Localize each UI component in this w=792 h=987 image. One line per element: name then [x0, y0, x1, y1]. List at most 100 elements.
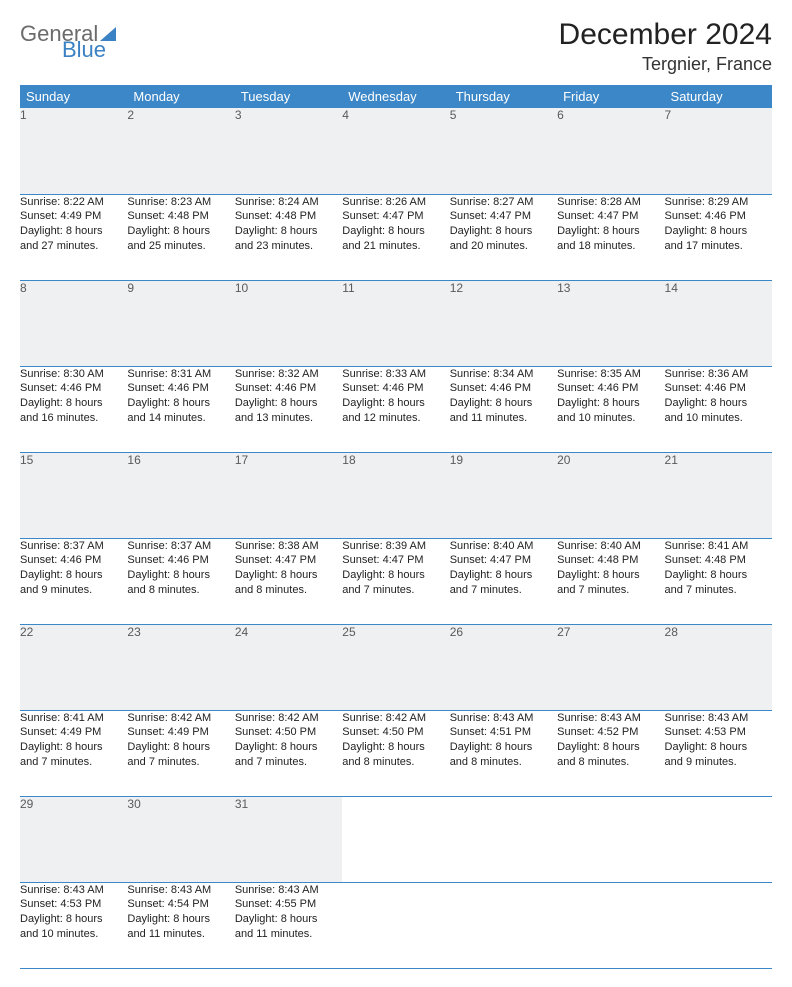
sunset-text: Sunset: 4:48 PM [235, 209, 342, 224]
daylight-text-1: Daylight: 8 hours [127, 396, 234, 411]
day-number: 4 [342, 108, 449, 194]
sunset-text: Sunset: 4:46 PM [20, 381, 127, 396]
sunrise-text: Sunrise: 8:42 AM [235, 711, 342, 726]
sunrise-text: Sunrise: 8:28 AM [557, 195, 664, 210]
day-number: 23 [127, 624, 234, 710]
day-number: 31 [235, 796, 342, 882]
sunrise-text: Sunrise: 8:43 AM [665, 711, 772, 726]
sunrise-text: Sunrise: 8:32 AM [235, 367, 342, 382]
day-cell: Sunrise: 8:22 AMSunset: 4:49 PMDaylight:… [20, 194, 127, 280]
day-number: 2 [127, 108, 234, 194]
sunrise-text: Sunrise: 8:35 AM [557, 367, 664, 382]
day-number: 3 [235, 108, 342, 194]
sunset-text: Sunset: 4:50 PM [342, 725, 449, 740]
day-header: Monday [127, 85, 234, 108]
day-cell [557, 882, 664, 968]
day-cell: Sunrise: 8:43 AMSunset: 4:52 PMDaylight:… [557, 710, 664, 796]
day-header: Wednesday [342, 85, 449, 108]
day-cell: Sunrise: 8:42 AMSunset: 4:49 PMDaylight:… [127, 710, 234, 796]
sunrise-text: Sunrise: 8:37 AM [20, 539, 127, 554]
day-cell: Sunrise: 8:42 AMSunset: 4:50 PMDaylight:… [235, 710, 342, 796]
daylight-text-2: and 23 minutes. [235, 239, 342, 254]
day-number: 30 [127, 796, 234, 882]
daylight-text-1: Daylight: 8 hours [342, 224, 449, 239]
daylight-text-1: Daylight: 8 hours [235, 224, 342, 239]
day-cell: Sunrise: 8:28 AMSunset: 4:47 PMDaylight:… [557, 194, 664, 280]
sunset-text: Sunset: 4:49 PM [127, 725, 234, 740]
title-block: December 2024 Tergnier, France [559, 18, 772, 75]
sunset-text: Sunset: 4:46 PM [127, 553, 234, 568]
daylight-text-2: and 11 minutes. [450, 411, 557, 426]
daylight-text-2: and 10 minutes. [665, 411, 772, 426]
day-number: 17 [235, 452, 342, 538]
daylight-text-2: and 10 minutes. [20, 927, 127, 942]
day-cell: Sunrise: 8:30 AMSunset: 4:46 PMDaylight:… [20, 366, 127, 452]
sunrise-text: Sunrise: 8:22 AM [20, 195, 127, 210]
sunrise-text: Sunrise: 8:23 AM [127, 195, 234, 210]
daylight-text-1: Daylight: 8 hours [450, 396, 557, 411]
daylight-text-1: Daylight: 8 hours [450, 568, 557, 583]
sunrise-text: Sunrise: 8:39 AM [342, 539, 449, 554]
day-cell: Sunrise: 8:37 AMSunset: 4:46 PMDaylight:… [127, 538, 234, 624]
daylight-text-1: Daylight: 8 hours [20, 568, 127, 583]
day-cell: Sunrise: 8:27 AMSunset: 4:47 PMDaylight:… [450, 194, 557, 280]
sunset-text: Sunset: 4:47 PM [557, 209, 664, 224]
day-number: 6 [557, 108, 664, 194]
sunrise-text: Sunrise: 8:27 AM [450, 195, 557, 210]
daylight-text-1: Daylight: 8 hours [127, 568, 234, 583]
day-cell: Sunrise: 8:42 AMSunset: 4:50 PMDaylight:… [342, 710, 449, 796]
day-number-row: 891011121314 [20, 280, 772, 366]
day-cell: Sunrise: 8:41 AMSunset: 4:48 PMDaylight:… [665, 538, 772, 624]
sunset-text: Sunset: 4:47 PM [235, 553, 342, 568]
day-number: 10 [235, 280, 342, 366]
day-header: Sunday [20, 85, 127, 108]
day-cell: Sunrise: 8:43 AMSunset: 4:55 PMDaylight:… [235, 882, 342, 968]
sunrise-text: Sunrise: 8:41 AM [665, 539, 772, 554]
daylight-text-2: and 8 minutes. [235, 583, 342, 598]
daylight-text-1: Daylight: 8 hours [235, 740, 342, 755]
day-body-row: Sunrise: 8:37 AMSunset: 4:46 PMDaylight:… [20, 538, 772, 624]
sunset-text: Sunset: 4:46 PM [665, 381, 772, 396]
day-header: Saturday [665, 85, 772, 108]
daylight-text-2: and 11 minutes. [127, 927, 234, 942]
daylight-text-1: Daylight: 8 hours [342, 396, 449, 411]
day-number: 19 [450, 452, 557, 538]
sunset-text: Sunset: 4:55 PM [235, 897, 342, 912]
month-title: December 2024 [559, 18, 772, 52]
daylight-text-2: and 14 minutes. [127, 411, 234, 426]
day-header: Friday [557, 85, 664, 108]
sunrise-text: Sunrise: 8:43 AM [450, 711, 557, 726]
sunset-text: Sunset: 4:49 PM [20, 209, 127, 224]
daylight-text-1: Daylight: 8 hours [450, 740, 557, 755]
calendar-table: Sunday Monday Tuesday Wednesday Thursday… [20, 85, 772, 969]
daylight-text-2: and 21 minutes. [342, 239, 449, 254]
daylight-text-2: and 9 minutes. [665, 755, 772, 770]
sunset-text: Sunset: 4:46 PM [557, 381, 664, 396]
sunset-text: Sunset: 4:48 PM [127, 209, 234, 224]
day-cell: Sunrise: 8:37 AMSunset: 4:46 PMDaylight:… [20, 538, 127, 624]
day-cell: Sunrise: 8:38 AMSunset: 4:47 PMDaylight:… [235, 538, 342, 624]
day-number: 9 [127, 280, 234, 366]
day-number: 26 [450, 624, 557, 710]
daylight-text-2: and 7 minutes. [450, 583, 557, 598]
day-number: 12 [450, 280, 557, 366]
daylight-text-1: Daylight: 8 hours [127, 740, 234, 755]
day-number: 16 [127, 452, 234, 538]
daylight-text-1: Daylight: 8 hours [20, 396, 127, 411]
daylight-text-1: Daylight: 8 hours [20, 740, 127, 755]
location: Tergnier, France [559, 54, 772, 75]
sunset-text: Sunset: 4:47 PM [342, 553, 449, 568]
day-number: 28 [665, 624, 772, 710]
sunrise-text: Sunrise: 8:34 AM [450, 367, 557, 382]
sunrise-text: Sunrise: 8:42 AM [342, 711, 449, 726]
daylight-text-1: Daylight: 8 hours [235, 396, 342, 411]
daylight-text-1: Daylight: 8 hours [557, 568, 664, 583]
sunrise-text: Sunrise: 8:31 AM [127, 367, 234, 382]
daylight-text-1: Daylight: 8 hours [665, 396, 772, 411]
sunset-text: Sunset: 4:46 PM [127, 381, 234, 396]
daylight-text-2: and 7 minutes. [235, 755, 342, 770]
daylight-text-1: Daylight: 8 hours [665, 740, 772, 755]
sunrise-text: Sunrise: 8:38 AM [235, 539, 342, 554]
day-cell: Sunrise: 8:39 AMSunset: 4:47 PMDaylight:… [342, 538, 449, 624]
sunrise-text: Sunrise: 8:41 AM [20, 711, 127, 726]
